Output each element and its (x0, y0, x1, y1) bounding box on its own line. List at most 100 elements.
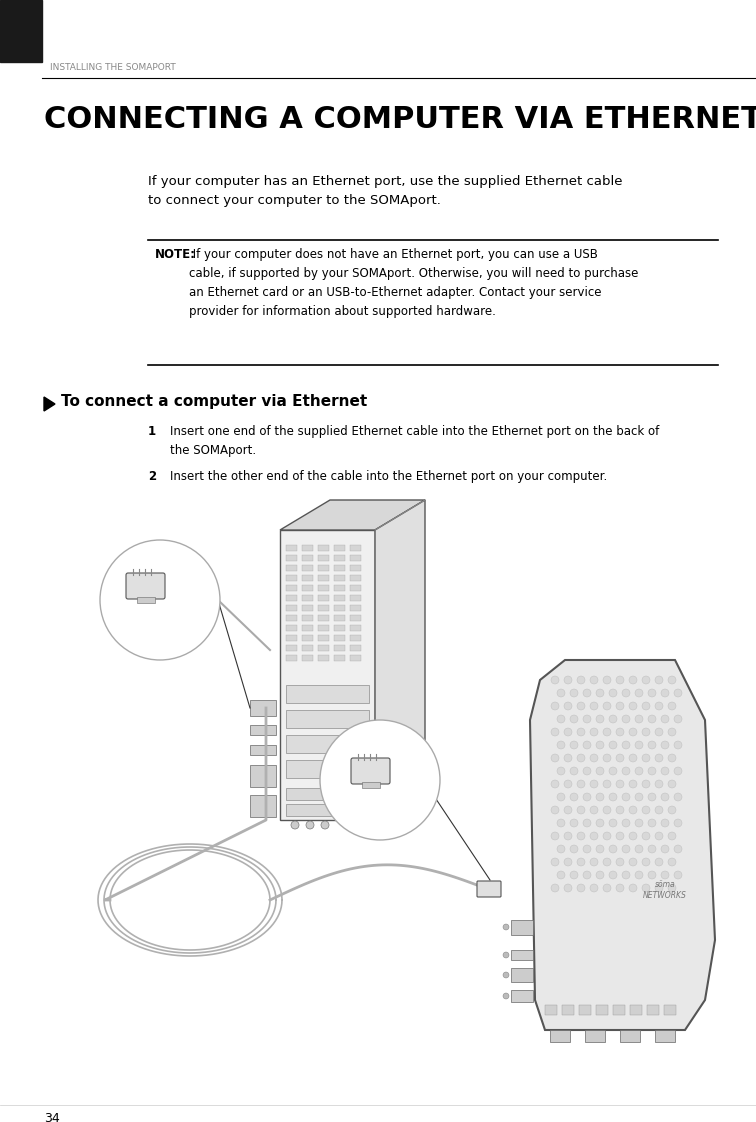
Circle shape (635, 871, 643, 879)
Circle shape (609, 767, 617, 775)
Bar (334, 545, 345, 551)
Circle shape (577, 675, 585, 684)
Bar (286, 555, 297, 561)
Bar (334, 615, 345, 620)
Circle shape (661, 793, 669, 801)
Bar (334, 574, 345, 581)
Circle shape (642, 675, 650, 684)
Circle shape (635, 819, 643, 827)
Bar (620, 1030, 640, 1042)
Circle shape (583, 767, 591, 775)
Bar (286, 615, 297, 620)
Bar (286, 545, 297, 551)
Bar (318, 574, 329, 581)
Circle shape (622, 741, 630, 749)
Circle shape (564, 884, 572, 892)
Circle shape (596, 715, 604, 723)
Circle shape (570, 689, 578, 697)
Circle shape (590, 754, 598, 762)
Circle shape (648, 689, 656, 697)
Circle shape (629, 833, 637, 840)
Circle shape (629, 728, 637, 736)
Bar (286, 804, 369, 816)
Bar (511, 950, 533, 960)
Circle shape (564, 675, 572, 684)
Circle shape (583, 845, 591, 853)
FancyBboxPatch shape (126, 573, 165, 599)
Circle shape (603, 702, 611, 710)
Bar (0, 0, 42, 62)
Circle shape (577, 806, 585, 813)
Circle shape (570, 845, 578, 853)
Circle shape (577, 833, 585, 840)
Circle shape (642, 884, 650, 892)
Bar (302, 655, 313, 661)
Circle shape (668, 884, 676, 892)
Bar (318, 645, 329, 651)
Text: If your computer does not have an Ethernet port, you can use a USB
cable, if sup: If your computer does not have an Ethern… (189, 248, 638, 318)
Circle shape (557, 715, 565, 723)
Bar (613, 1005, 625, 1015)
Circle shape (551, 806, 559, 813)
Circle shape (590, 780, 598, 788)
Circle shape (674, 793, 682, 801)
Circle shape (557, 741, 565, 749)
Circle shape (648, 845, 656, 853)
Text: 34: 34 (44, 1112, 60, 1122)
Circle shape (570, 793, 578, 801)
Circle shape (674, 819, 682, 827)
Bar (318, 545, 329, 551)
Circle shape (616, 884, 624, 892)
Circle shape (603, 833, 611, 840)
Circle shape (635, 715, 643, 723)
Circle shape (616, 806, 624, 813)
Circle shape (590, 675, 598, 684)
Bar (286, 605, 297, 611)
Circle shape (629, 754, 637, 762)
Circle shape (616, 728, 624, 736)
Circle shape (668, 728, 676, 736)
Text: Insert the other end of the cable into the Ethernet port on your computer.: Insert the other end of the cable into t… (170, 470, 607, 482)
Bar (318, 615, 329, 620)
Bar (318, 555, 329, 561)
Bar (302, 565, 313, 571)
Circle shape (570, 819, 578, 827)
Circle shape (590, 884, 598, 892)
Circle shape (661, 689, 669, 697)
Bar (550, 1030, 570, 1042)
Circle shape (616, 754, 624, 762)
Circle shape (622, 845, 630, 853)
Text: 1: 1 (148, 425, 156, 438)
Bar (318, 625, 329, 631)
Circle shape (674, 689, 682, 697)
Circle shape (661, 767, 669, 775)
Circle shape (590, 833, 598, 840)
Circle shape (668, 754, 676, 762)
Circle shape (622, 793, 630, 801)
Text: CONNECTING A COMPUTER VIA ETHERNET: CONNECTING A COMPUTER VIA ETHERNET (44, 105, 756, 134)
Circle shape (583, 741, 591, 749)
Bar (286, 710, 369, 728)
Bar (137, 597, 155, 603)
Circle shape (564, 806, 572, 813)
Circle shape (557, 819, 565, 827)
Bar (511, 968, 533, 982)
Bar (302, 585, 313, 591)
Bar (350, 545, 361, 551)
Bar (286, 645, 297, 651)
Circle shape (603, 675, 611, 684)
Bar (334, 625, 345, 631)
Circle shape (577, 728, 585, 736)
Circle shape (642, 833, 650, 840)
Circle shape (642, 728, 650, 736)
Bar (511, 990, 533, 1002)
Circle shape (655, 754, 663, 762)
Polygon shape (280, 500, 425, 530)
Circle shape (583, 819, 591, 827)
Circle shape (661, 819, 669, 827)
Circle shape (609, 741, 617, 749)
Text: NOTE:: NOTE: (155, 248, 196, 261)
Circle shape (551, 675, 559, 684)
Circle shape (596, 845, 604, 853)
Bar (647, 1005, 659, 1015)
